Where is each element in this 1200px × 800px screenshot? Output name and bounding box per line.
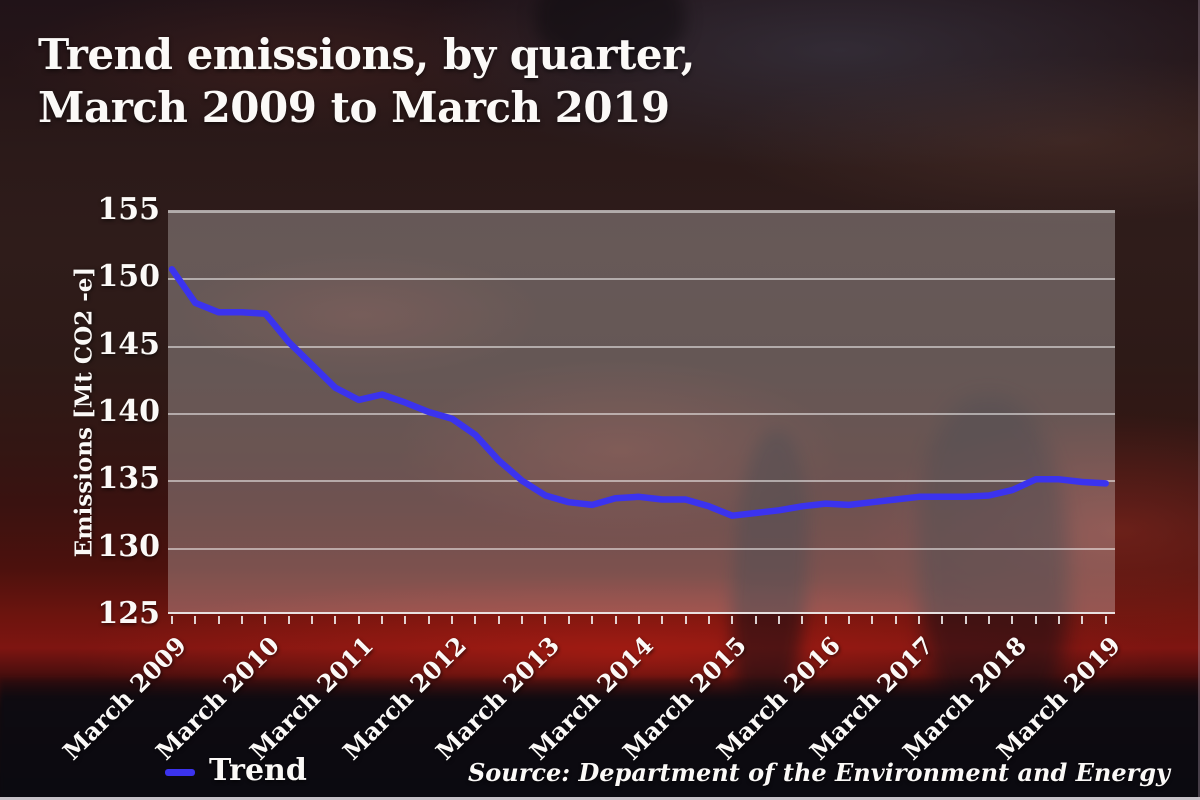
gridline-150 bbox=[168, 278, 1115, 281]
x-tick-mark bbox=[1081, 616, 1084, 624]
source-credit: Source: Department of the Environment an… bbox=[467, 758, 1170, 787]
x-tick-mark bbox=[334, 616, 337, 624]
y-tick-label-155: 155 bbox=[97, 192, 160, 227]
x-tick-mark bbox=[194, 616, 197, 624]
legend-swatch-trend bbox=[165, 769, 195, 776]
x-tick-mark bbox=[707, 616, 710, 624]
chart-title: Trend emissions, by quarter, March 2009 … bbox=[38, 28, 695, 134]
city-skyline-silhouette bbox=[0, 678, 1200, 800]
x-tick-mark bbox=[894, 616, 897, 624]
x-tick-mark bbox=[964, 616, 967, 624]
x-tick-mark bbox=[1034, 616, 1037, 624]
x-tick-mark bbox=[474, 616, 477, 624]
x-tick-mark bbox=[801, 616, 804, 624]
y-tick-label-135: 135 bbox=[97, 461, 160, 497]
x-tick-mark bbox=[381, 616, 384, 624]
x-tick-mark bbox=[1104, 616, 1107, 624]
plot-area bbox=[168, 210, 1115, 614]
legend-label-trend: Trend bbox=[209, 753, 307, 788]
x-tick-mark bbox=[521, 616, 524, 624]
x-tick-mark bbox=[777, 616, 780, 624]
gridline-135 bbox=[168, 480, 1115, 483]
x-tick-mark bbox=[637, 616, 640, 624]
x-tick-mark bbox=[847, 616, 850, 624]
x-tick-mark bbox=[941, 616, 944, 624]
chart-title-line-2: March 2009 to March 2019 bbox=[38, 83, 670, 132]
x-tick-mark bbox=[684, 616, 687, 624]
x-tick-mark bbox=[871, 616, 874, 624]
x-tick-mark bbox=[614, 616, 617, 624]
photo-bottom-strip bbox=[0, 797, 1200, 800]
y-tick-label-125: 125 bbox=[97, 596, 160, 631]
x-tick-mark bbox=[217, 616, 220, 624]
x-tick-mark bbox=[241, 616, 244, 624]
x-tick-mark bbox=[497, 616, 500, 624]
x-tick-mark bbox=[451, 616, 454, 624]
gridline-140 bbox=[168, 413, 1115, 415]
gridline-155 bbox=[168, 211, 1115, 213]
x-tick-mark bbox=[544, 616, 547, 624]
x-tick-mark bbox=[264, 616, 267, 624]
y-tick-label-130: 130 bbox=[97, 528, 160, 564]
x-tick-mark bbox=[824, 616, 827, 624]
x-tick-mark bbox=[171, 616, 173, 624]
y-tick-label-150: 150 bbox=[97, 259, 160, 295]
legend: Trend bbox=[165, 753, 307, 788]
x-tick-mark bbox=[427, 616, 430, 624]
smoke-plume bbox=[535, 0, 685, 65]
x-tick-mark bbox=[287, 616, 290, 624]
gridline-145 bbox=[168, 345, 1115, 348]
x-tick-mark bbox=[591, 616, 594, 624]
chart-title-line-1: Trend emissions, by quarter, bbox=[38, 30, 695, 79]
x-tick-mark bbox=[357, 616, 360, 624]
x-tick-mark bbox=[404, 616, 407, 624]
x-tick-mark bbox=[917, 616, 920, 624]
x-tick-mark bbox=[1011, 616, 1014, 624]
x-tick-mark bbox=[731, 616, 734, 624]
y-tick-label-140: 140 bbox=[97, 394, 160, 429]
gridline-130 bbox=[168, 547, 1115, 550]
x-tick-mark bbox=[754, 616, 757, 624]
x-tick-mark bbox=[987, 616, 990, 624]
x-tick-mark bbox=[311, 616, 314, 624]
x-tick-mark bbox=[1058, 616, 1060, 624]
photo-edge-highlight bbox=[1198, 0, 1200, 800]
x-tick-mark bbox=[661, 616, 664, 624]
x-tick-mark bbox=[567, 616, 570, 624]
y-tick-label-145: 145 bbox=[97, 326, 160, 362]
